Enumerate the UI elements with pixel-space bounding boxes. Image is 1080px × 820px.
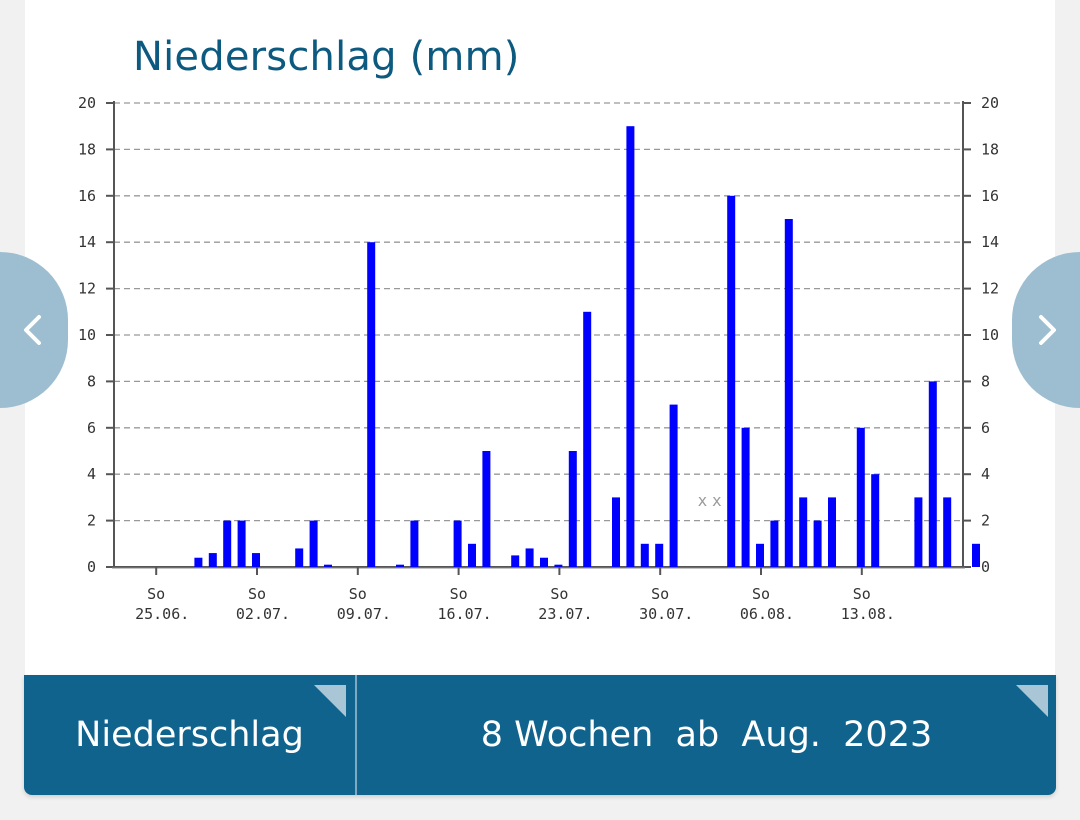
period-selector-label: 8 Wochen ab Aug. 2023 xyxy=(480,715,933,755)
y-tick-label-left: 0 xyxy=(87,558,96,576)
y-tick-label-left: 12 xyxy=(78,280,96,298)
precipitation-bar xyxy=(511,555,520,567)
precipitation-bar xyxy=(554,564,563,567)
selector-bar: Niederschlag 8 Wochen ab Aug. 2023 xyxy=(24,675,1056,795)
precipitation-bar xyxy=(208,553,217,567)
precipitation-bar xyxy=(309,520,318,567)
type-selector-label: Niederschlag xyxy=(75,715,304,755)
precipitation-bar xyxy=(972,543,980,567)
precipitation-bar xyxy=(237,520,246,567)
precipitation-bar xyxy=(583,311,592,567)
x-tick-date-label: 23.07. xyxy=(538,605,592,623)
precipitation-bar xyxy=(856,427,865,567)
precipitation-bar xyxy=(669,404,678,567)
precipitation-bar xyxy=(914,497,923,567)
precipitation-bar xyxy=(453,520,462,567)
precipitation-bar xyxy=(640,543,649,567)
x-tick-day-label: So xyxy=(349,585,367,603)
y-tick-label-right: 14 xyxy=(981,233,999,251)
y-tick-label-right: 18 xyxy=(981,140,999,158)
x-tick-day-label: So xyxy=(550,585,568,603)
precipitation-bar xyxy=(295,548,304,567)
x-tick-day-label: So xyxy=(147,585,165,603)
precipitation-bar xyxy=(756,543,764,567)
y-tick-label-right: 16 xyxy=(981,187,999,205)
y-tick-label-left: 18 xyxy=(78,140,96,158)
precipitation-bar xyxy=(943,497,952,567)
x-tick-date-label: 16.07. xyxy=(438,605,492,623)
x-tick-date-label: 30.07. xyxy=(639,605,693,623)
precipitation-bar xyxy=(626,126,635,567)
precipitation-bar xyxy=(741,427,750,567)
x-tick-date-label: 06.08. xyxy=(740,605,794,623)
x-tick-day-label: So xyxy=(853,585,871,603)
y-tick-label-right: 4 xyxy=(981,465,990,483)
y-tick-label-left: 2 xyxy=(87,512,96,530)
precipitation-bar xyxy=(525,548,534,567)
dropdown-corner-icon xyxy=(1016,685,1048,717)
chart-title: Niederschlag (mm) xyxy=(133,34,520,80)
precipitation-bar xyxy=(799,497,808,567)
precipitation-bar xyxy=(482,451,491,567)
y-tick-label-right: 6 xyxy=(981,419,990,437)
y-tick-label-left: 8 xyxy=(87,372,96,390)
y-tick-label-left: 20 xyxy=(78,94,96,112)
chevron-right-icon xyxy=(1039,315,1056,345)
chart-card: Niederschlag (mm) 0 0 2 2 4 4 6 6 8 8 10 10 12 12 14 14… xyxy=(25,0,1055,680)
precipitation-chart: 0 0 2 2 4 4 6 6 8 8 10 10 12 12 14 14 16 16 18 18 20 20 x x So 25… xyxy=(78,94,999,623)
y-tick-label-left: 14 xyxy=(78,233,96,251)
dropdown-corner-icon xyxy=(314,685,346,717)
y-tick-label-right: 10 xyxy=(981,326,999,344)
y-tick-label-right: 20 xyxy=(981,94,999,112)
x-tick-day-label: So xyxy=(450,585,468,603)
precipitation-bar xyxy=(871,474,880,567)
y-tick-label-left: 10 xyxy=(78,326,96,344)
y-tick-label-right: 12 xyxy=(981,280,999,298)
precipitation-bar xyxy=(324,564,332,567)
y-tick-label-right: 2 xyxy=(981,512,990,530)
precipitation-bar xyxy=(468,543,476,567)
precipitation-bar xyxy=(396,564,404,567)
y-tick-label-right: 8 xyxy=(981,372,990,390)
precipitation-bar xyxy=(367,242,376,567)
x-tick-date-label: 13.08. xyxy=(841,605,895,623)
precipitation-bar xyxy=(784,219,793,567)
precipitation-bar xyxy=(770,520,779,567)
precipitation-bar xyxy=(612,497,620,567)
x-tick-date-label: 02.07. xyxy=(236,605,290,623)
precipitation-bar xyxy=(252,553,260,567)
precipitation-bar xyxy=(223,520,232,567)
precipitation-bar xyxy=(540,557,548,567)
divider xyxy=(355,675,357,795)
x-tick-date-label: 25.06. xyxy=(135,605,189,623)
precipitation-bar xyxy=(194,557,203,567)
precipitation-bar xyxy=(928,381,937,567)
y-tick-label-left: 4 xyxy=(87,465,96,483)
x-tick-day-label: So xyxy=(651,585,669,603)
x-tick-day-label: So xyxy=(248,585,266,603)
missing-value-marker: x xyxy=(698,491,708,510)
period-selector[interactable]: 8 Wochen ab Aug. 2023 xyxy=(357,675,1056,795)
x-tick-date-label: 09.07. xyxy=(337,605,391,623)
y-tick-label-right: 0 xyxy=(981,558,990,576)
y-tick-label-left: 6 xyxy=(87,419,96,437)
precipitation-bar xyxy=(813,520,822,567)
x-tick-day-label: So xyxy=(752,585,770,603)
precipitation-bar xyxy=(568,451,577,567)
missing-value-marker: x xyxy=(712,491,722,510)
chevron-left-icon xyxy=(24,315,41,345)
precipitation-bar xyxy=(727,195,736,568)
y-tick-label-left: 16 xyxy=(78,187,96,205)
precipitation-bar xyxy=(410,520,419,567)
precipitation-bar xyxy=(655,543,664,567)
type-selector[interactable]: Niederschlag xyxy=(24,675,355,795)
precipitation-bar xyxy=(828,497,836,567)
